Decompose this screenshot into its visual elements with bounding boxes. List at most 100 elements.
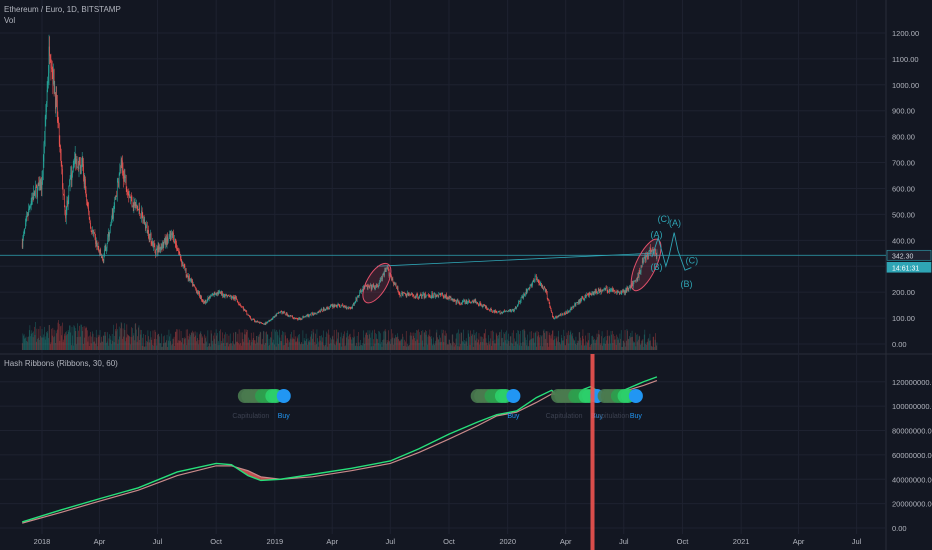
volume-bar (565, 345, 567, 350)
candle-body (345, 305, 347, 309)
candle-body (604, 288, 605, 289)
candle-body (216, 293, 218, 295)
candle-body (475, 300, 477, 303)
candle-body (107, 237, 109, 244)
volume-bar (139, 329, 141, 350)
volume-bar (78, 336, 80, 350)
candle-body (273, 316, 275, 317)
volume-bar (104, 332, 105, 350)
candle-body (374, 286, 375, 289)
candle-body (162, 242, 164, 247)
volume-bar (183, 344, 184, 350)
volume-bar (534, 342, 535, 350)
volume-bar (289, 338, 291, 350)
volume-bar (641, 340, 643, 350)
volume-bar (226, 334, 228, 350)
candle-body (538, 280, 540, 284)
candle-body (541, 283, 542, 288)
volume-bar (620, 338, 621, 350)
volume-bar (437, 337, 438, 350)
candle-body (492, 311, 493, 313)
volume-bar (517, 330, 519, 350)
candle-body (506, 310, 508, 312)
volume-bar (223, 343, 225, 350)
volume-bar (271, 342, 273, 350)
candle-body (344, 306, 345, 307)
candle-body (550, 306, 551, 309)
candle-body (217, 292, 218, 295)
candle-body (93, 232, 94, 234)
volume-bar (204, 334, 205, 350)
candle-body (62, 187, 64, 194)
candle-body (138, 209, 139, 211)
volume-bar (516, 333, 517, 350)
volume-bar (587, 332, 589, 350)
candle-body (164, 238, 165, 243)
volume-bar (110, 339, 112, 350)
volume-bar (304, 340, 306, 350)
candle-body (448, 298, 449, 300)
candle-body (423, 293, 425, 298)
candle-body (499, 311, 501, 314)
volume-bar (553, 339, 555, 350)
volume-bar (117, 343, 119, 350)
volume-bar (341, 346, 343, 350)
price-tick-label: 400.00 (892, 236, 915, 245)
candle-body (335, 304, 336, 306)
candle-body (414, 296, 416, 298)
volume-bar (445, 335, 447, 350)
volume-bar (388, 330, 389, 350)
candle-body (142, 214, 144, 221)
candle-body (430, 297, 431, 298)
candle-body (358, 296, 359, 298)
volume-bar (197, 344, 199, 350)
volume-bar (385, 331, 387, 350)
volume-bar (421, 331, 422, 350)
candle-body (249, 316, 251, 318)
volume-bar (244, 329, 246, 350)
x-tick-label: Jul (153, 537, 163, 546)
volume-bar (533, 332, 535, 350)
vertical-marker (590, 354, 595, 550)
candle-body (28, 208, 30, 209)
volume-bar (299, 334, 301, 350)
volume-bar (69, 325, 71, 350)
candle-body (164, 238, 166, 245)
volume-bar (571, 334, 572, 350)
volume-bar (351, 343, 353, 350)
candle-body (390, 275, 392, 277)
candle-body (429, 296, 431, 298)
volume-bar (252, 339, 253, 350)
volume-bar (417, 330, 419, 350)
volume-bar (553, 340, 554, 350)
candle-body (375, 285, 376, 288)
volume-bar (76, 336, 78, 350)
volume-bar (448, 339, 450, 350)
candle-body (392, 278, 394, 282)
candle-body (258, 321, 260, 323)
candle-body (574, 303, 576, 306)
candle-body (426, 294, 428, 296)
x-tick-label: Oct (443, 537, 456, 546)
volume-bar (376, 338, 378, 350)
volume-bar (169, 336, 170, 350)
volume-bar (308, 340, 310, 350)
candle-body (106, 247, 107, 252)
candle-body (230, 295, 232, 297)
volume-bar (234, 344, 235, 350)
volume-bar (153, 345, 154, 350)
volume-bar (457, 346, 459, 350)
volume-bar (354, 345, 356, 350)
volume-bar (303, 344, 304, 350)
candle-body (546, 292, 548, 299)
volume-bar (71, 327, 73, 350)
volume-bar (462, 342, 464, 350)
candle-body (358, 295, 360, 297)
candle-body (244, 309, 246, 310)
volume-bar (518, 345, 520, 350)
volume-bar (133, 333, 135, 350)
volume-bar (208, 343, 210, 350)
volume-bar (219, 344, 221, 350)
candle-body (540, 283, 542, 284)
